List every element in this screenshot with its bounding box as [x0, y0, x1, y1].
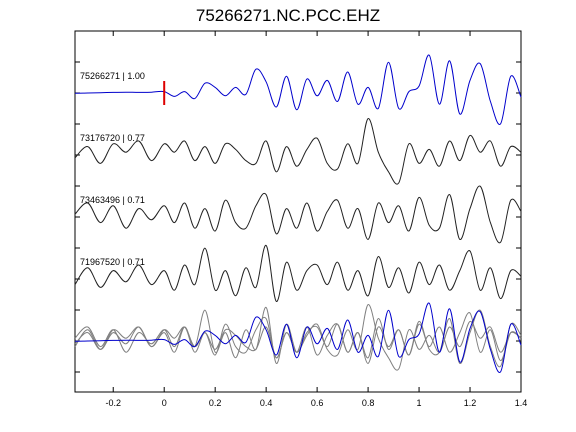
- x-tick-label: 0.2: [209, 398, 222, 408]
- plot-frame: [74, 30, 522, 393]
- trace-4-line: [74, 244, 522, 302]
- trace-3-label: 73463496 | 0.71: [80, 195, 145, 205]
- x-tick-label: 0.8: [362, 398, 375, 408]
- trace-1-line: [74, 54, 522, 125]
- trace-1-label: 75266271 | 1.00: [80, 71, 145, 81]
- chart-title: 75266271.NC.PCC.EHZ: [195, 6, 381, 25]
- x-tick-label: 0.6: [311, 398, 324, 408]
- trace-labels: 75266271 | 1.00 73176720 | 0.77 73463496 |…: [80, 71, 145, 267]
- x-tick-label: 0.4: [260, 398, 273, 408]
- trace-4-label: 71967520 | 0.71: [80, 257, 145, 267]
- trace-2-line: [74, 118, 522, 185]
- x-tick-label: -0.2: [105, 398, 121, 408]
- x-tick-label: 0: [162, 398, 167, 408]
- x-tick-label: 1.4: [515, 398, 528, 408]
- x-tick-label: 1: [417, 398, 422, 408]
- overlay-trace-4: [74, 306, 522, 364]
- overlay-master-trace: [74, 302, 522, 373]
- trace-2-label: 73176720 | 0.77: [80, 133, 145, 143]
- x-axis-ticks: -0.2 0 0.2 0.4 0.6 0.8 1 1.2 1.4: [105, 31, 527, 408]
- overlay-trace-3: [74, 309, 522, 368]
- trace-3-line: [74, 185, 522, 244]
- trace-group: [74, 54, 522, 373]
- x-tick-label: 1.2: [464, 398, 477, 408]
